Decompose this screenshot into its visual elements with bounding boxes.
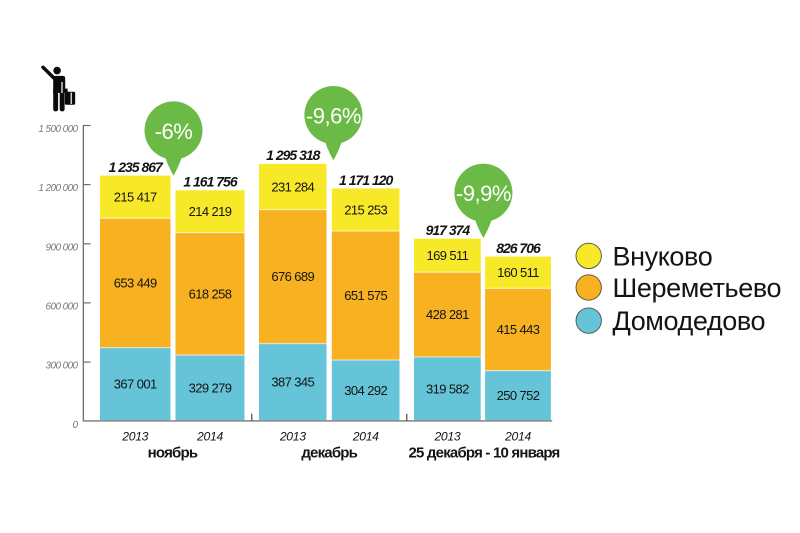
svg-text:2013: 2013 [121, 430, 148, 444]
svg-text:1 500 000: 1 500 000 [38, 124, 78, 135]
svg-text:387 345: 387 345 [271, 375, 314, 390]
svg-text:2013: 2013 [433, 430, 460, 444]
svg-text:1 295 318: 1 295 318 [266, 147, 320, 163]
svg-text:367 001: 367 001 [114, 377, 157, 392]
svg-text:319 582: 319 582 [426, 381, 469, 396]
svg-text:Домодедово: Домодедово [613, 306, 766, 336]
svg-text:2014: 2014 [352, 430, 379, 444]
svg-text:160 511: 160 511 [497, 265, 539, 280]
svg-text:ноябрь: ноябрь [148, 445, 198, 462]
svg-text:428 281: 428 281 [426, 307, 469, 322]
svg-text:215 253: 215 253 [344, 202, 387, 217]
svg-text:250 752: 250 752 [497, 388, 540, 403]
svg-text:1 161 756: 1 161 756 [183, 174, 237, 190]
svg-text:917 374: 917 374 [426, 222, 471, 238]
svg-text:600 000: 600 000 [46, 302, 79, 313]
svg-text:651 575: 651 575 [344, 288, 387, 303]
svg-text:декабрь: декабрь [301, 445, 357, 462]
svg-text:Шереметьево: Шереметьево [613, 273, 782, 303]
svg-text:329 279: 329 279 [189, 380, 232, 395]
svg-text:169 511: 169 511 [426, 248, 468, 263]
svg-text:214 219: 214 219 [189, 204, 232, 219]
svg-text:215 417: 215 417 [114, 190, 157, 205]
svg-text:2013: 2013 [279, 430, 306, 444]
svg-text:1 200 000: 1 200 000 [38, 183, 78, 194]
svg-text:-9,9%: -9,9% [456, 181, 511, 206]
svg-text:231 284: 231 284 [271, 179, 314, 194]
svg-text:676 689: 676 689 [271, 269, 314, 284]
svg-text:304 292: 304 292 [344, 383, 387, 398]
svg-text:2014: 2014 [504, 430, 531, 444]
svg-text:1 171 120: 1 171 120 [339, 172, 393, 188]
svg-text:618 258: 618 258 [189, 287, 232, 302]
svg-text:1 235 867: 1 235 867 [109, 159, 164, 175]
svg-text:2014: 2014 [196, 430, 223, 444]
svg-text:-6%: -6% [155, 119, 193, 144]
svg-text:900 000: 900 000 [46, 242, 79, 253]
svg-text:Внуково: Внуково [613, 242, 713, 272]
svg-text:300 000: 300 000 [46, 361, 79, 372]
svg-text:25 декабря - 10 января: 25 декабря - 10 января [408, 445, 559, 462]
svg-text:-9,6%: -9,6% [306, 103, 361, 128]
svg-text:415 443: 415 443 [497, 322, 540, 337]
svg-text:653 449: 653 449 [114, 276, 157, 291]
svg-text:826 706: 826 706 [496, 240, 541, 256]
svg-text:0: 0 [73, 420, 79, 431]
